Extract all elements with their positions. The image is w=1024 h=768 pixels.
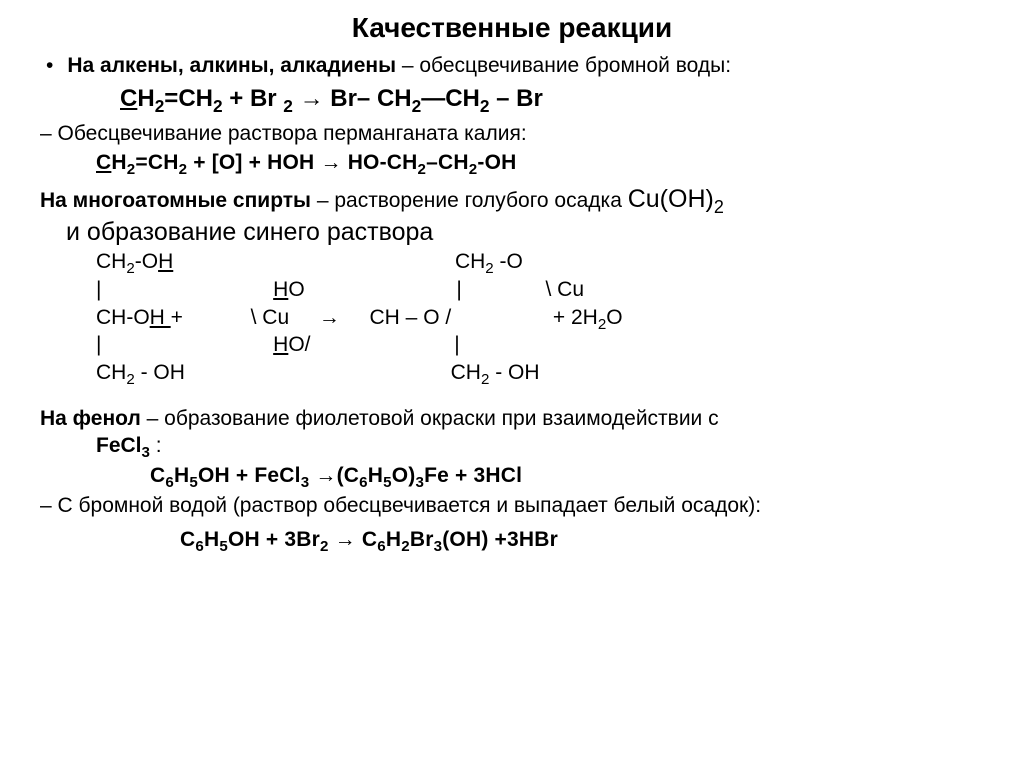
glycerol-row4: | НО/ | [96,331,984,359]
eq-phenol-fecl3: C6H5OH + FeCl3 →(C6H5O)3Fe + 3HCl [150,462,984,490]
slide-content: Качественные реакции • На алкены, алкины… [0,0,1024,566]
bullet-alcohols-cont: и образование синего раствора [66,216,984,249]
glycerol-row2: | НО | \ Cu [96,276,984,304]
phenol-cont: FeCl3 : [96,432,984,460]
glycerol-row3: СН-ОН + \ Cu → СН – О / + 2H2O [96,304,984,332]
glycerol-row1: СН2-ОН СН2 -О [96,248,984,276]
dash-permanganate: – Обесцвечивание раствора перманганата к… [40,120,984,147]
bullet-text: На фенол – образование фиолетовой окраск… [40,405,719,432]
eq-permanganate: СН2=СН2 + [О] + НОН → НО-СН2–СН2-ОН [96,149,984,177]
bullet-phenol: На фенол – образование фиолетовой окраск… [40,405,984,432]
dash-bromine-phenol: – С бромной водой (раствор обесцвечивает… [40,492,984,519]
glycerol-row5: СН2 - ОН СН2 - ОН [96,359,984,387]
bullet-alcohols: На многоатомные спирты – растворение гол… [40,183,984,216]
eq-phenol-br2: C6H5OH + 3Br2 → C6H2Br3(OH) +3HBr [180,526,984,554]
bullet-dot: • [46,52,53,79]
bullet-alkenes: • На алкены, алкины, алкадиены – обесцве… [40,52,984,79]
slide-title: Качественные реакции [40,12,984,44]
bullet-text: На многоатомные спирты – растворение гол… [40,183,724,216]
eq-bromine-water: СН2=СН2 + Br 2 → Br– СН2—СН2 – Br [120,83,984,115]
bullet-text: На алкены, алкины, алкадиены – обесцвечи… [67,52,731,79]
